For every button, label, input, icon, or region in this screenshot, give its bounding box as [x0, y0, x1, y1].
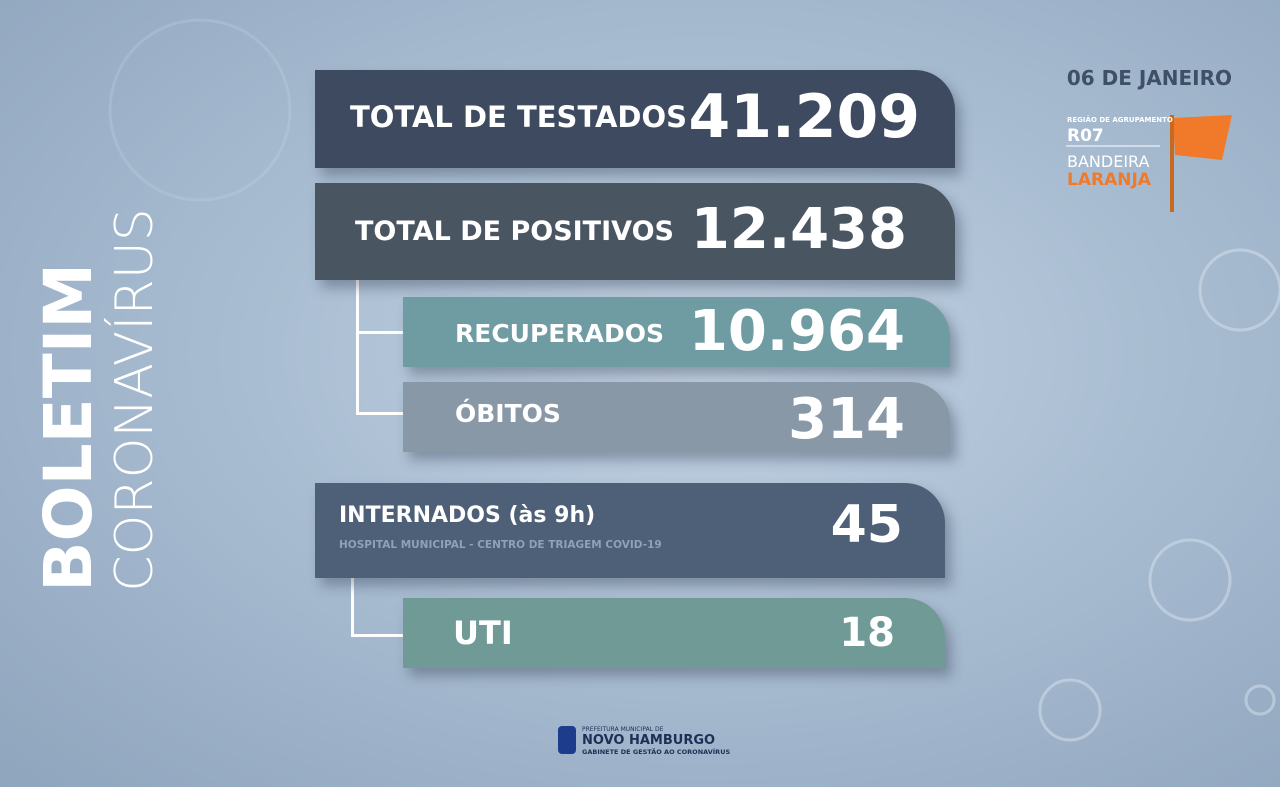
stat-card: UTI 18	[403, 598, 945, 668]
stat-card: RECUPERADOS 10.964	[403, 297, 950, 367]
footer-name: NOVO HAMBURGO	[582, 733, 716, 748]
stat-value: 18	[839, 610, 895, 656]
logo	[558, 726, 576, 754]
connector	[356, 331, 404, 334]
stat-label: INTERNADOS (às 9h)	[339, 503, 596, 528]
footer: PREFEITURA MUNICIPAL DE NOVO HAMBURGO GA…	[582, 726, 730, 756]
stat-label: TOTAL DE TESTADOS	[350, 100, 688, 134]
flag	[1173, 115, 1232, 160]
connector	[356, 412, 404, 415]
stat-card: TOTAL DE POSITIVOS 12.438	[315, 183, 955, 280]
flag-color: LARANJA	[1067, 170, 1151, 190]
stat-label: ÓBITOS	[455, 399, 561, 428]
stat-card: TOTAL DE TESTADOS 41.209	[315, 70, 955, 168]
stat-card: INTERNADOS (às 9h) HOSPITAL MUNICIPAL - C…	[315, 483, 945, 578]
footer-line2: GABINETE DE GESTÃO AO CORONAVÍRUS	[582, 748, 731, 756]
stat-value: 12.438	[690, 197, 907, 262]
flag-label: BANDEIRA	[1067, 152, 1150, 171]
stat-value: 314	[788, 387, 905, 452]
region: R07	[1067, 126, 1104, 146]
stat-note: HOSPITAL MUNICIPAL - CENTRO DE TRIAGEM C…	[339, 539, 662, 551]
stat-value: 41.209	[688, 82, 920, 152]
footer-line1: PREFEITURA MUNICIPAL DE	[582, 726, 664, 733]
connector	[351, 634, 404, 637]
stat-label: UTI	[453, 614, 513, 652]
stat-label: TOTAL DE POSITIVOS	[355, 216, 674, 247]
sidebar-title: BOLETIM	[30, 262, 107, 592]
stat-value: 10.964	[688, 299, 905, 364]
sidebar-subtitle: CORONAVÍRUS	[105, 208, 165, 592]
date: 06 DE JANEIRO	[1066, 66, 1232, 90]
connector	[351, 565, 354, 637]
stat-label: RECUPERADOS	[455, 319, 664, 348]
stat-value: 45	[830, 495, 903, 555]
sidebar: BOLETIM CORONAVÍRUS	[30, 208, 166, 592]
connector	[356, 268, 359, 414]
stat-card: ÓBITOS 314	[403, 382, 950, 452]
region-label: REGIÃO DE AGRUPAMENTO	[1067, 116, 1173, 124]
